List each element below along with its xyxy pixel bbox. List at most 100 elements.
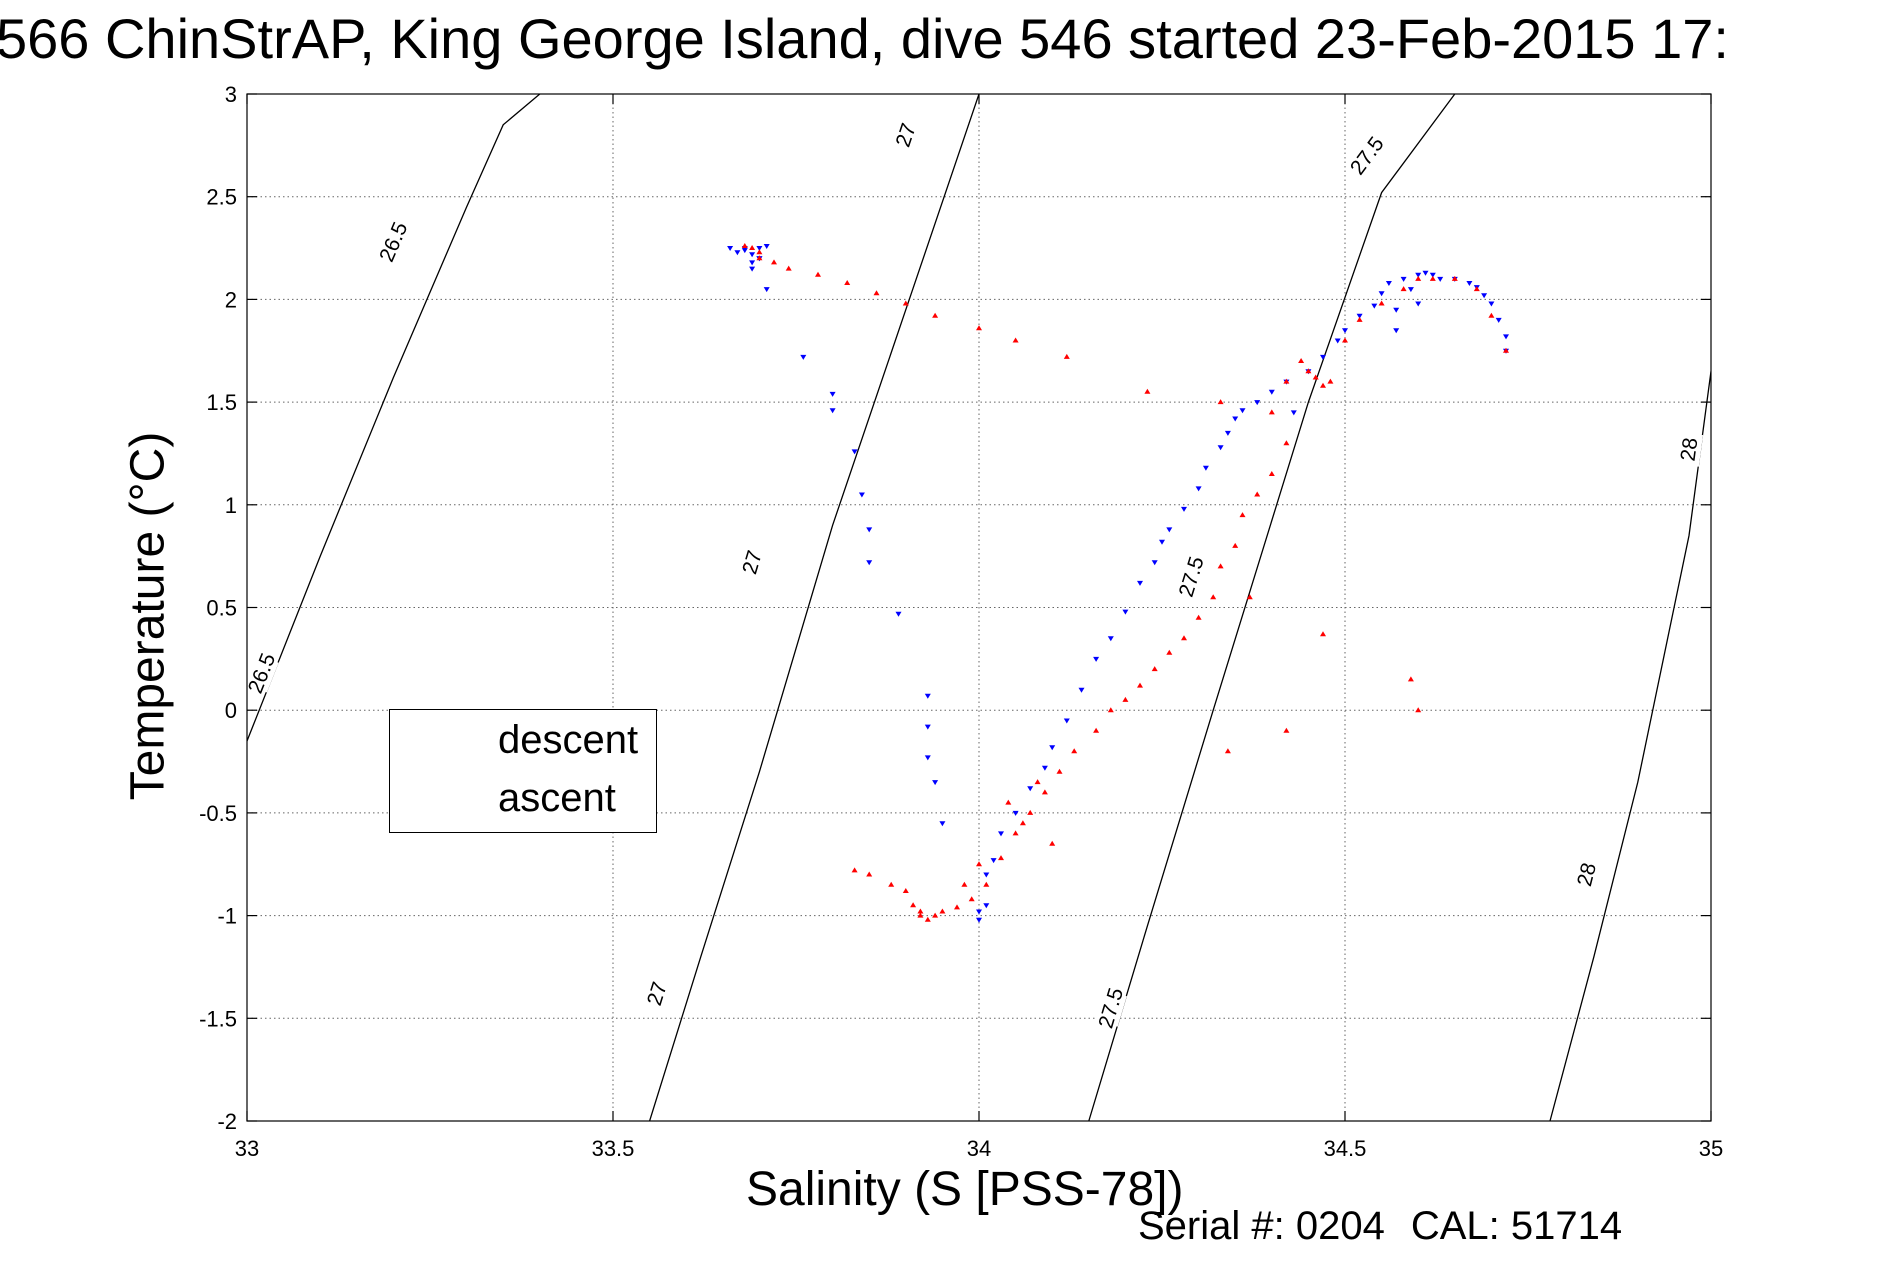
- ascent-point-1: [749, 245, 756, 250]
- ascent-point-65: [866, 871, 873, 877]
- descent-point-30: [998, 831, 1004, 837]
- legend-label-ascent: ascent: [498, 776, 616, 820]
- descent-point-47: [1217, 445, 1224, 451]
- y-tick-label-4: 0: [225, 698, 237, 723]
- descent-point-77: [1495, 317, 1502, 323]
- ascent-point-3: [756, 255, 763, 261]
- descent-point-65: [1400, 276, 1407, 282]
- descent-point-39: [1122, 609, 1129, 615]
- descent-point-9: [749, 266, 756, 272]
- legend-entry-ascent: ascent: [390, 772, 656, 828]
- x-tick-label-3: 34.5: [1324, 1136, 1367, 1161]
- descent-point-37: [1093, 656, 1100, 662]
- isopycnal-label-3-1: 28: [1573, 861, 1601, 889]
- legend-entry-descent: descent: [390, 714, 656, 770]
- series-ascent: [741, 243, 1509, 922]
- x-tick-label-0: 33: [235, 1136, 259, 1161]
- descent-point-60: [1371, 303, 1378, 309]
- descent-point-43: [1166, 527, 1173, 533]
- ascent-point-39: [1210, 594, 1217, 600]
- descent-point-26: [976, 917, 982, 923]
- ascent-point-22: [1327, 378, 1334, 384]
- descent-point-69: [1422, 270, 1429, 276]
- x-axis-label: Salinity (S [PSS-78]): [746, 1163, 1184, 1216]
- ascent-point-6: [815, 271, 821, 277]
- descent-point-67: [1415, 272, 1422, 278]
- descent-point-22: [924, 755, 931, 761]
- ascent-point-13: [1063, 353, 1070, 359]
- ascent-point-9: [902, 300, 909, 306]
- x-tick-label-1: 33.5: [592, 1136, 635, 1161]
- ascent-point-75: [1019, 820, 1026, 826]
- descent-point-42: [1159, 539, 1165, 545]
- descent-point-70: [1429, 272, 1436, 278]
- ascent-point-69: [1407, 676, 1414, 682]
- descent-point-36: [1078, 687, 1085, 693]
- descent-point-18: [866, 560, 873, 566]
- descent-point-50: [1239, 408, 1246, 414]
- descent-point-5: [741, 248, 748, 254]
- y-tick-label-2: -1: [217, 904, 237, 929]
- ascent-point-54: [983, 881, 990, 887]
- ascent-point-29: [1451, 275, 1458, 281]
- ascent-point-55: [968, 896, 975, 902]
- ascent-point-67: [1246, 594, 1253, 600]
- descent-point-13: [829, 391, 836, 397]
- isopycnal-label-bg-2-2: [1094, 989, 1127, 1027]
- descent-point-64: [1393, 307, 1400, 313]
- ascent-point-27: [1415, 275, 1422, 281]
- descent-point-78: [1503, 334, 1509, 340]
- ascent-point-28: [1429, 275, 1436, 281]
- y-tick-label-5: 0.5: [206, 596, 237, 621]
- descent-point-44: [1181, 506, 1187, 512]
- isopycnal-label-bg-0-1: [244, 653, 279, 693]
- ascent-point-10: [932, 312, 939, 318]
- ascent-point-32: [1503, 347, 1509, 353]
- ascent-point-2: [756, 249, 763, 255]
- descent-point-38: [1107, 636, 1114, 642]
- isopycnal-label-bg-0-0: [376, 222, 411, 262]
- ascent-point-76: [1049, 840, 1056, 846]
- ascent-point-58: [932, 912, 939, 918]
- isopycnal-label-bg-3-0: [1675, 431, 1704, 467]
- ascent-point-16: [1268, 409, 1275, 415]
- descent-point-59: [1356, 313, 1363, 319]
- ascent-point-33: [1283, 440, 1290, 446]
- descent-point-75: [1481, 293, 1488, 299]
- ascent-point-78: [961, 881, 968, 887]
- descent-point-45: [1195, 486, 1202, 492]
- chart-title: 566 ChinStrAP, King George Island, dive …: [0, 7, 1729, 70]
- descent-point-19: [895, 611, 902, 617]
- ascent-point-62: [910, 902, 917, 908]
- ascent-point-71: [1283, 727, 1290, 733]
- descent-point-14: [829, 408, 836, 414]
- serial-number: Serial #: 0204: [1138, 1204, 1385, 1248]
- descent-point-24: [939, 821, 946, 827]
- ascent-point-12: [1012, 337, 1019, 343]
- ascent-point-49: [1056, 768, 1063, 774]
- ascent-point-64: [888, 881, 895, 887]
- descent-point-62: [1385, 281, 1392, 286]
- isopycnal-3: [1549, 371, 1711, 1121]
- ascent-point-19: [1305, 368, 1312, 374]
- isopycnal-2: [1088, 94, 1456, 1121]
- descent-point-57: [1334, 338, 1341, 344]
- ascent-point-44: [1137, 682, 1143, 688]
- descent-point-48: [1224, 430, 1231, 436]
- x-tick-label-2: 34: [967, 1136, 991, 1161]
- ascent-point-23: [1342, 337, 1348, 343]
- descent-point-25: [976, 909, 982, 915]
- y-tick-label-7: 1.5: [206, 390, 237, 415]
- y-tick-label-1: -1.5: [199, 1006, 237, 1031]
- ascent-point-15: [1217, 399, 1224, 405]
- isopycnal-label-bg-1-1: [736, 543, 769, 582]
- y-tick-label-0: -2: [217, 1109, 237, 1134]
- descent-point-35: [1063, 718, 1070, 724]
- descent-point-68: [1415, 301, 1422, 307]
- ascent-point-66: [851, 867, 858, 873]
- ascent-point-30: [1473, 286, 1480, 292]
- descent-point-58: [1342, 328, 1348, 334]
- descent-point-2: [749, 252, 756, 258]
- descent-point-15: [851, 449, 858, 455]
